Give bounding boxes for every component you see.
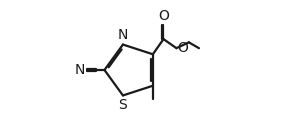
Text: O: O bbox=[158, 9, 169, 23]
Text: O: O bbox=[177, 41, 188, 55]
Text: S: S bbox=[118, 97, 127, 111]
Text: N: N bbox=[118, 29, 128, 43]
Text: N: N bbox=[75, 63, 85, 77]
